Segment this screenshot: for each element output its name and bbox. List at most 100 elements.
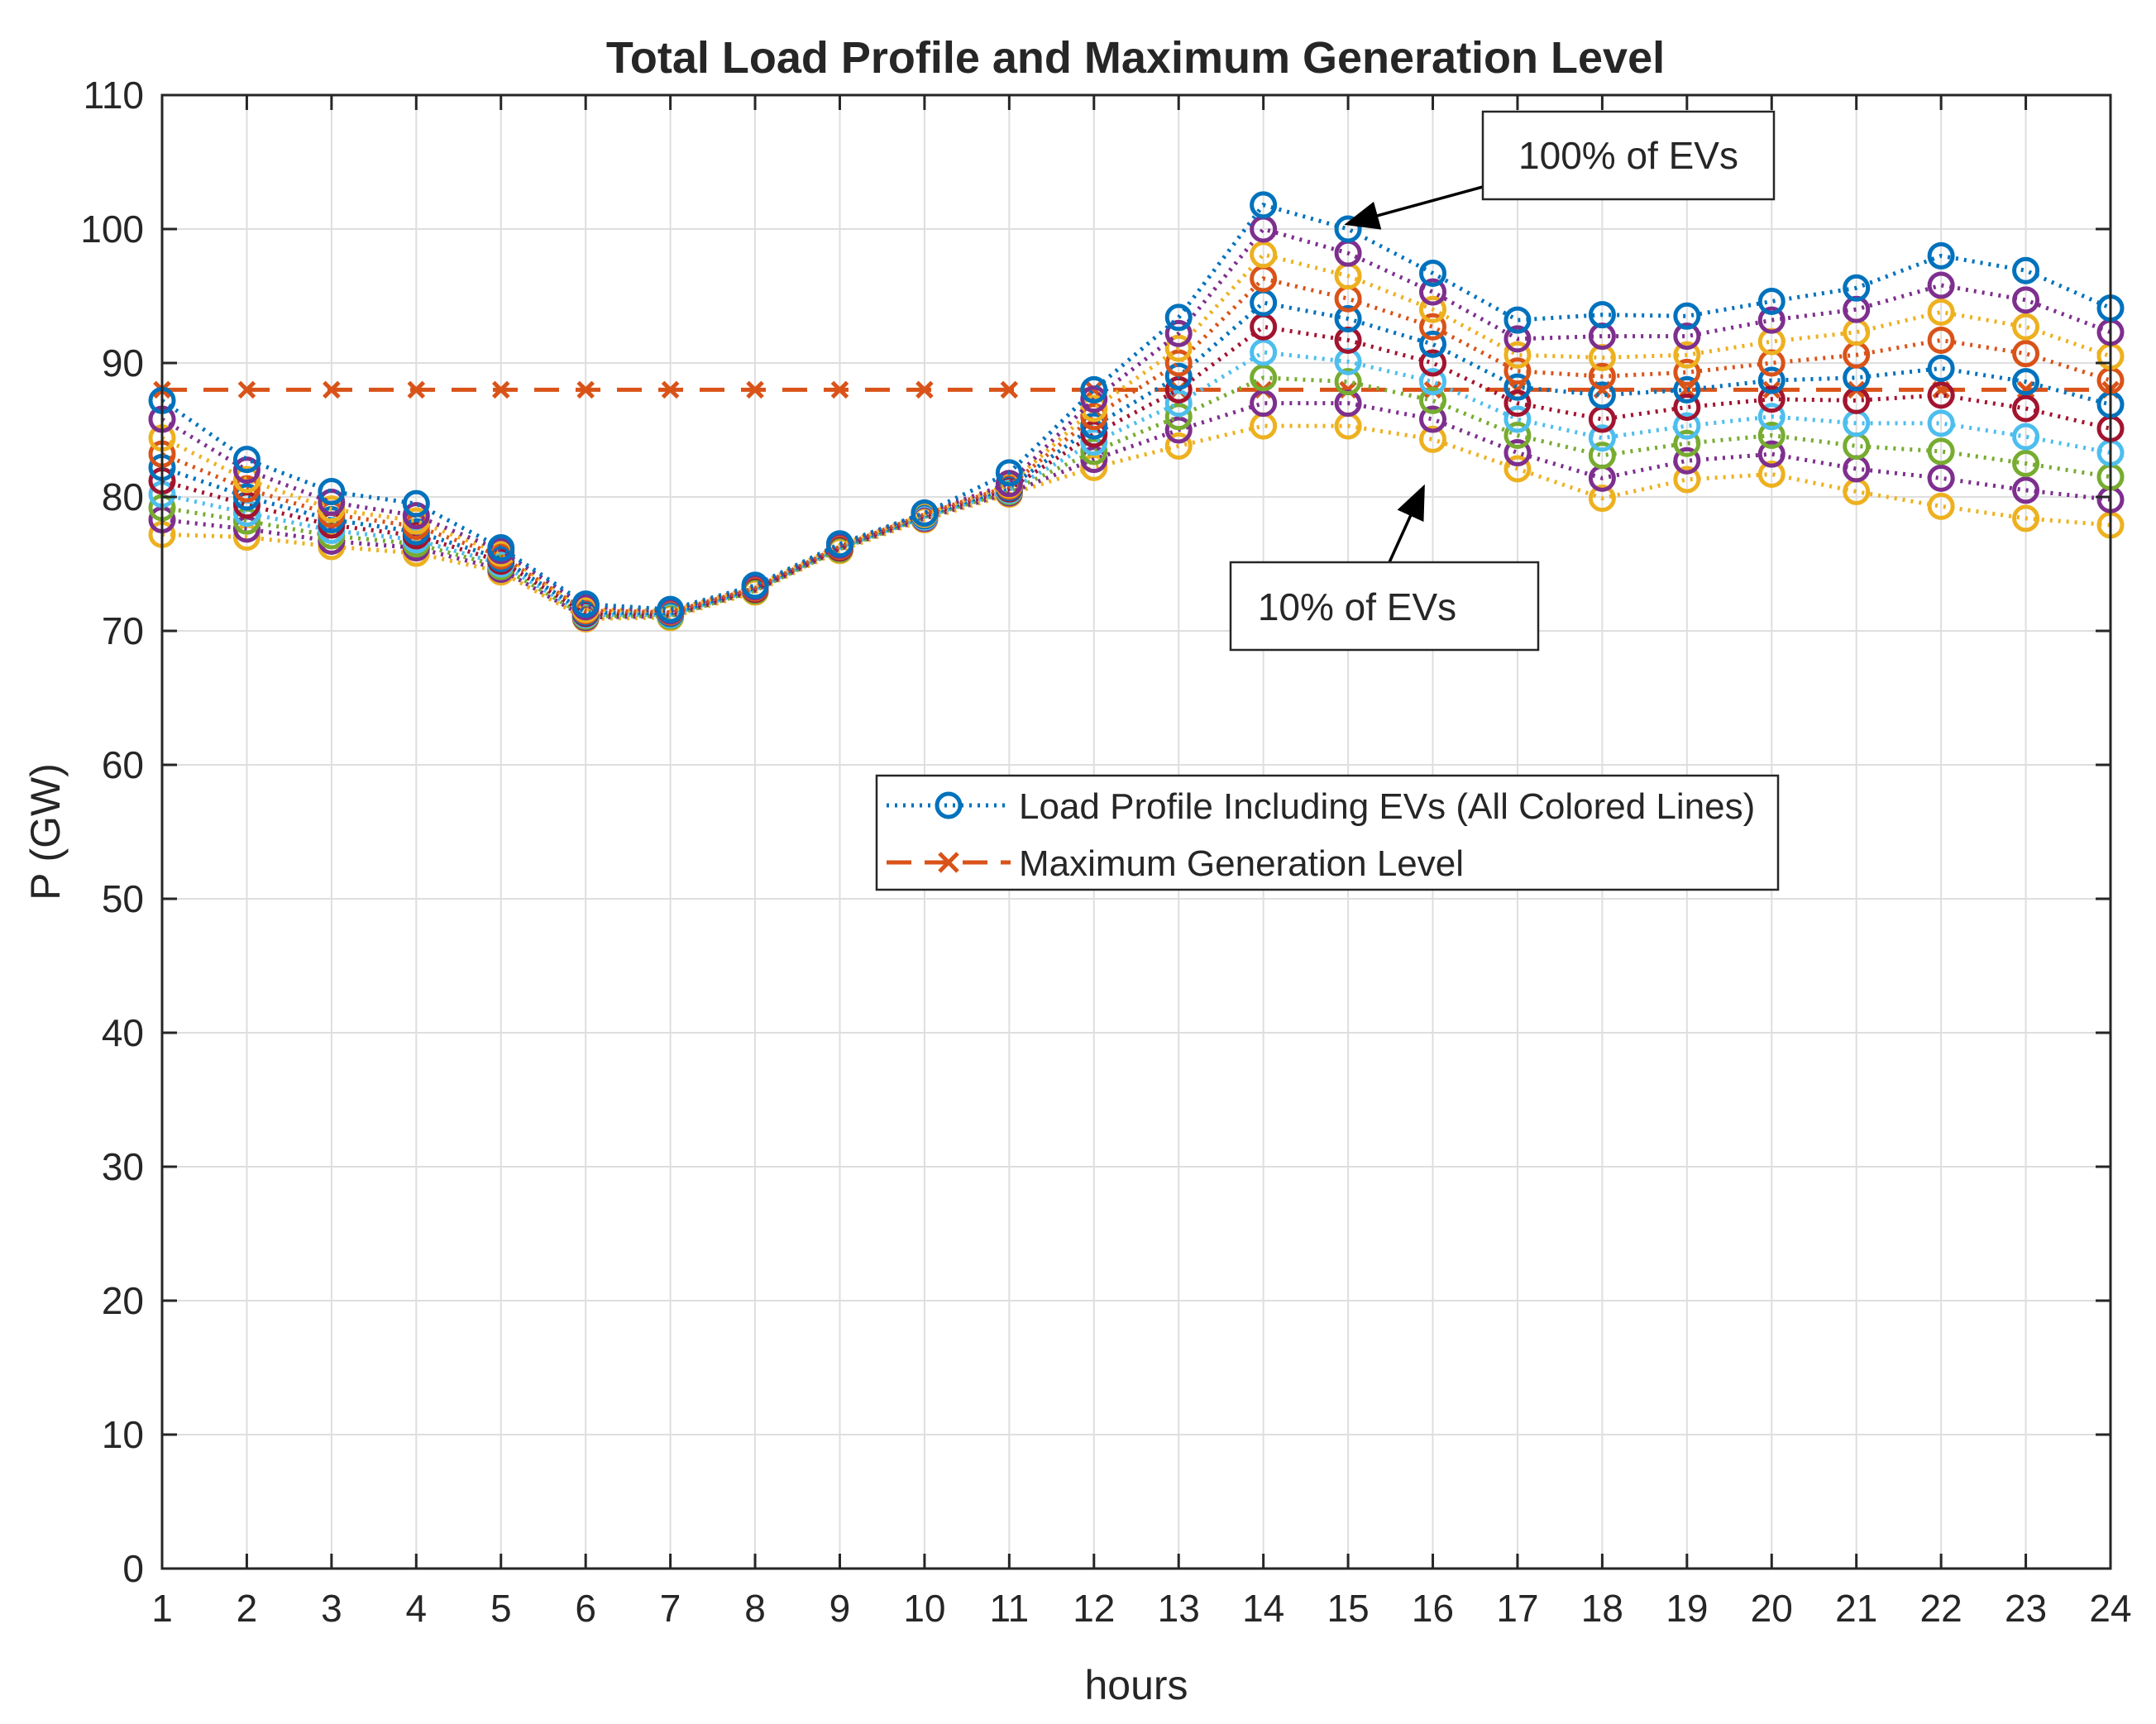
load-marker	[1927, 381, 1955, 409]
load-marker	[1419, 349, 1447, 377]
load-marker	[1673, 302, 1701, 330]
annotation-10pct-arrow	[1388, 484, 1425, 563]
load-marker	[1843, 274, 1871, 302]
x-tick-label: 9	[829, 1587, 851, 1630]
x-tick-label: 13	[1158, 1587, 1200, 1630]
load-marker	[1419, 278, 1447, 306]
y-tick-label: 30	[102, 1145, 144, 1188]
load-marker	[402, 502, 430, 530]
load-marker	[1080, 453, 1108, 481]
load-marker	[232, 456, 261, 485]
x-tick-label: 8	[744, 1587, 766, 1630]
generation-marker	[407, 380, 426, 399]
load-marker	[1419, 313, 1447, 341]
load-marker	[1927, 271, 1955, 299]
x-tick-label: 11	[989, 1587, 1029, 1630]
legend-load-marker	[935, 791, 963, 819]
load-marker	[2012, 313, 2040, 341]
chart-title: Total Load Profile and Maximum Generatio…	[606, 33, 1665, 83]
load-marker	[2012, 256, 2040, 284]
load-marker	[1250, 338, 1278, 366]
y-axis-label: P (GW)	[22, 763, 69, 900]
x-tick-label: 20	[1751, 1587, 1793, 1630]
load-marker	[1080, 420, 1108, 448]
generation-marker	[323, 380, 341, 399]
load-marker	[1164, 319, 1193, 347]
load-line	[160, 202, 2112, 612]
load-marker	[232, 483, 261, 511]
y-axis-ticks: 0 10 20 30 40 50 60 70 80 90 100 110	[80, 74, 144, 1590]
load-marker	[1927, 492, 1955, 520]
x-tick-label: 17	[1496, 1587, 1538, 1630]
y-tick-label: 110	[84, 74, 144, 117]
load-marker	[1927, 409, 1955, 437]
load-marker	[1419, 425, 1447, 453]
x-tick-label: 22	[1920, 1587, 1962, 1630]
load-marker	[1503, 306, 1532, 334]
y-tick-label: 10	[102, 1413, 144, 1456]
load-marker	[911, 499, 939, 527]
generation-marker	[237, 380, 256, 399]
load-marker	[1503, 405, 1532, 433]
load-marker	[2012, 476, 2040, 504]
load-marker	[1588, 485, 1616, 513]
tick-marks	[160, 93, 2112, 1570]
load-marker	[1757, 403, 1786, 431]
load-marker	[1503, 439, 1532, 467]
x-tick-label: 15	[1327, 1587, 1370, 1630]
y-tick-label: 90	[102, 341, 144, 384]
load-marker	[1164, 362, 1193, 390]
load-marker	[1164, 403, 1193, 431]
x-tick-label: 1	[151, 1587, 173, 1630]
annotation-10pct-text: 10% of EVs	[1258, 585, 1456, 628]
load-marker	[1588, 301, 1616, 329]
load-marker	[1673, 341, 1701, 369]
load-marker	[1164, 389, 1193, 418]
load-marker	[1250, 389, 1278, 418]
x-tick-label: 7	[660, 1587, 681, 1630]
load-marker	[1757, 306, 1786, 334]
load-marker	[1080, 428, 1108, 456]
load-marker	[1419, 259, 1447, 287]
load-marker	[1080, 394, 1108, 423]
legend-generation-label: Maximum Generation Level	[1019, 843, 1464, 884]
y-tick-label: 60	[102, 743, 144, 786]
load-marker	[2012, 394, 2040, 423]
load-marker	[1419, 330, 1447, 358]
x-tick-label: 12	[1073, 1587, 1115, 1630]
load-marker	[1503, 373, 1532, 401]
load-marker	[1164, 303, 1193, 332]
y-tick-label: 0	[122, 1547, 144, 1590]
legend-load-label: Load Profile Including EVs (All Colored …	[1019, 786, 1755, 827]
generation-marker	[1762, 380, 1781, 399]
load-marker	[1673, 466, 1701, 494]
load-marker	[571, 590, 600, 618]
annotation-100pct-arrow	[1344, 185, 1484, 230]
x-tick-label: 4	[406, 1587, 428, 1630]
load-marker	[1250, 191, 1278, 219]
x-axis-label: hours	[1084, 1662, 1188, 1708]
generation-marker	[746, 380, 764, 399]
x-tick-label: 3	[321, 1587, 342, 1630]
load-marker	[1927, 464, 1955, 492]
load-marker	[1419, 295, 1447, 323]
load-marker	[1757, 366, 1786, 394]
load-marker	[1250, 364, 1278, 392]
load-marker	[232, 466, 261, 494]
y-tick-label: 40	[102, 1011, 144, 1054]
load-marker	[1334, 305, 1362, 333]
load-marker	[1927, 298, 1955, 326]
x-tick-label: 2	[237, 1587, 258, 1630]
x-tick-label: 10	[903, 1587, 945, 1630]
load-marker	[402, 490, 430, 518]
generation-marker	[661, 380, 680, 399]
load-marker	[1673, 412, 1701, 440]
load-marker	[1503, 389, 1532, 418]
load-marker	[2012, 423, 2040, 451]
load-marker	[1673, 429, 1701, 457]
load-marker	[1419, 405, 1447, 433]
x-tick-label: 5	[490, 1587, 512, 1630]
load-marker	[1673, 358, 1701, 386]
annotation-100pct-box	[1481, 110, 1776, 201]
legend: Load Profile Including EVs (All Colored …	[875, 774, 1780, 891]
